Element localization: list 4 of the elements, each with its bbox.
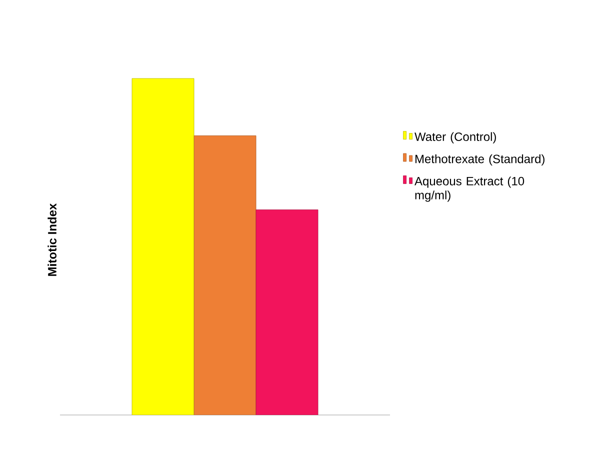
legend-label: Water (Control) [414,132,496,144]
legend-label: Aqueous Extract (10 mg/ml) [414,176,524,202]
legend-label: Methotrexate (Standard) [415,154,544,166]
y-axis-title: Mitotic Index [48,203,56,276]
